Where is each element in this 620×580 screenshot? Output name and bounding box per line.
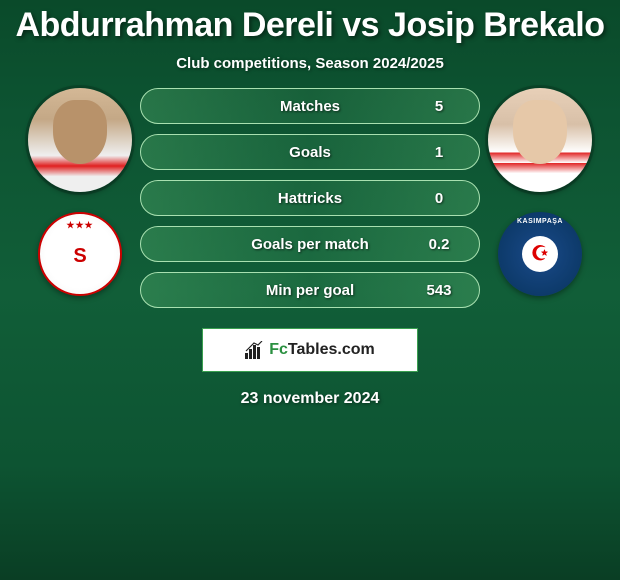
stat-row: Hattricks0 [140, 180, 480, 216]
stat-label: Min per goal [203, 282, 417, 299]
stat-label: Matches [203, 98, 417, 115]
stat-right-value: 543 [417, 282, 461, 299]
chart-icon [245, 341, 265, 359]
brand-suffix: Tables.com [288, 341, 375, 358]
comparison-row: ★★★ S Matches5 Goals1 Hattricks0 Goals per … [0, 88, 620, 308]
club-badge-right-inner: ☪ [522, 236, 558, 272]
club-badge-right-text: KASIMPAŞA [517, 218, 563, 225]
page-subtitle: Club competitions, Season 2024/2025 [0, 55, 620, 72]
stat-row: Matches5 [140, 88, 480, 124]
stat-right-value: 1 [417, 144, 461, 161]
player-face-left [53, 100, 107, 164]
left-side: ★★★ S [20, 88, 140, 296]
club-badge-left: ★★★ S [38, 212, 122, 296]
player-avatar-right [488, 88, 592, 192]
player-avatar-left [28, 88, 132, 192]
club-badge-right-icon: ☪ [531, 244, 549, 264]
stat-row: Min per goal543 [140, 272, 480, 308]
club-badge-left-text: S [73, 245, 86, 268]
stat-label: Goals per match [203, 236, 417, 253]
stat-row: Goals1 [140, 134, 480, 170]
stat-row: Goals per match0.2 [140, 226, 480, 262]
stat-label: Goals [203, 144, 417, 161]
player-face-right [513, 100, 567, 164]
stat-label: Hattricks [203, 190, 417, 207]
brand-logo: FcTables.com [202, 328, 418, 372]
stat-right-value: 0 [417, 190, 461, 207]
club-badge-right: KASIMPAŞA ☪ [498, 212, 582, 296]
stat-right-value: 0.2 [417, 236, 461, 253]
brand-prefix: Fc [269, 341, 288, 358]
club-badge-left-stars: ★★★ [66, 220, 93, 231]
stat-right-value: 5 [417, 98, 461, 115]
date-label: 23 november 2024 [0, 390, 620, 408]
page-title: Abdurrahman Dereli vs Josip Brekalo [0, 0, 620, 45]
stats-list: Matches5Goals1Hattricks0Goals per match0… [140, 88, 480, 308]
right-side: KASIMPAŞA ☪ [480, 88, 600, 296]
